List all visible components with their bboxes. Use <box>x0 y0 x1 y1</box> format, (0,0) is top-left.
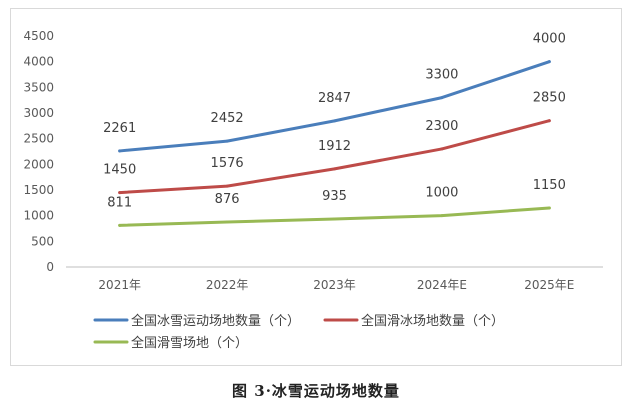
legend-label: 全国滑冰场地数量（个） <box>361 313 504 329</box>
data-label: 2452 <box>211 111 244 126</box>
x-tick-label: 2021年 <box>98 278 141 292</box>
series-layer <box>118 60 551 227</box>
data-point <box>333 119 336 123</box>
y-tick-label: 2500 <box>23 132 54 146</box>
x-tick-label: 2024年E <box>417 278 467 292</box>
data-label: 1150 <box>533 178 566 193</box>
series-line <box>118 206 551 227</box>
data-label: 935 <box>322 189 347 204</box>
y-tick-label: 2000 <box>23 157 54 171</box>
legend-label: 全国冰雪运动场地数量（个） <box>131 313 300 329</box>
data-point <box>547 119 551 123</box>
x-tick-label: 2025年E <box>524 278 574 292</box>
y-tick-label: 4000 <box>23 55 54 69</box>
data-point <box>440 147 444 151</box>
figure-caption: 图 3·冰雪运动场地数量 <box>232 382 400 400</box>
data-point <box>118 223 122 227</box>
data-label: 1912 <box>318 139 351 154</box>
axes: 0 500 1000 1500 2000 2500 3000 3500 4000 4500 2021… <box>23 29 603 292</box>
data-label: 4000 <box>533 32 566 47</box>
data-point <box>333 167 336 171</box>
y-tick-label: 4500 <box>23 29 54 43</box>
data-label: 1450 <box>103 163 136 178</box>
data-labels: 2261 2452 2847 3300 4000 1450 1576 1912 2300 2850… <box>103 32 566 211</box>
data-label: 3300 <box>425 68 458 83</box>
x-tick-label: 2022年 <box>206 278 249 292</box>
data-point <box>440 96 444 100</box>
legend: 全国冰雪运动场地数量（个） 全国滑冰场地数量（个） 全国滑雪场地（个） <box>93 313 504 351</box>
data-point <box>118 191 122 195</box>
data-point <box>225 184 229 188</box>
data-label: 2850 <box>533 91 566 106</box>
y-tick-label: 1000 <box>23 209 54 223</box>
data-label: 811 <box>107 195 132 210</box>
data-point <box>225 139 229 143</box>
y-tick-label: 500 <box>31 234 54 248</box>
chart-frame: 0 500 1000 1500 2000 2500 3000 3500 4000 4500 2021… <box>10 8 622 366</box>
data-point <box>440 214 444 218</box>
data-label: 876 <box>215 192 240 207</box>
x-tick-label: 2023年 <box>313 278 356 292</box>
data-label: 2300 <box>425 119 458 134</box>
data-point <box>225 220 229 224</box>
y-tick-label: 3500 <box>23 80 54 94</box>
series-line <box>118 119 551 195</box>
data-point <box>547 60 551 64</box>
data-point <box>333 217 336 221</box>
data-label: 2847 <box>318 91 351 106</box>
data-point <box>547 206 551 210</box>
y-tick-label: 3000 <box>23 106 54 120</box>
data-label: 1000 <box>425 186 458 201</box>
y-tick-label: 0 <box>46 260 54 274</box>
data-point <box>118 149 122 153</box>
legend-label: 全国滑雪场地（个） <box>131 335 248 351</box>
data-label: 1576 <box>211 156 244 171</box>
data-label: 2261 <box>103 121 136 136</box>
line-chart: 0 500 1000 1500 2000 2500 3000 3500 4000 4500 2021… <box>23 29 603 351</box>
y-tick-label: 1500 <box>23 183 54 197</box>
